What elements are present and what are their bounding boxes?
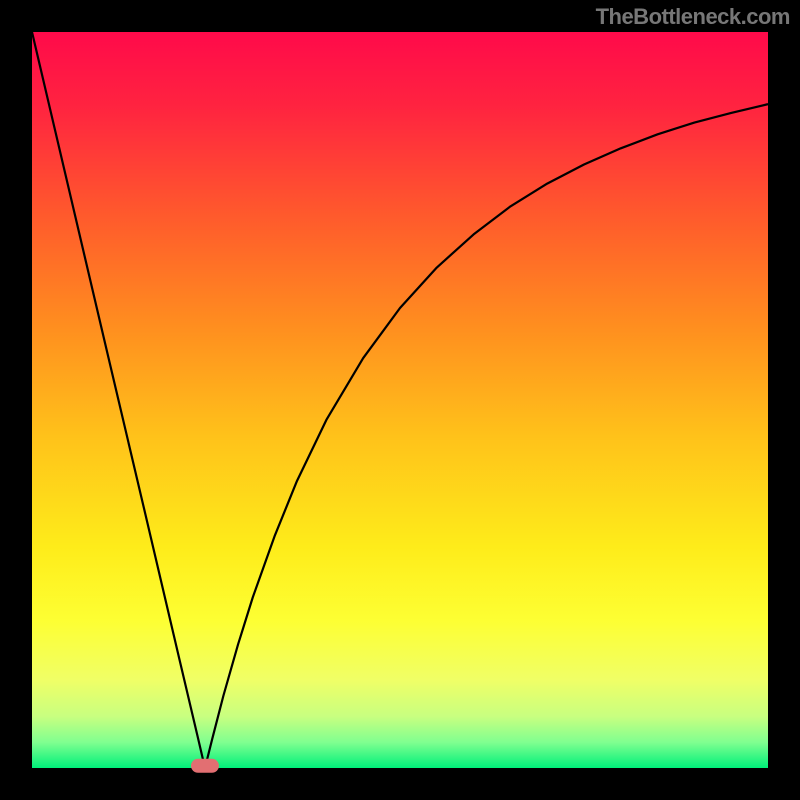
watermark-text: TheBottleneck.com: [596, 4, 790, 30]
optimal-marker: [191, 759, 219, 773]
bottleneck-chart: [0, 0, 800, 800]
chart-container: TheBottleneck.com: [0, 0, 800, 800]
plot-background: [32, 32, 768, 768]
